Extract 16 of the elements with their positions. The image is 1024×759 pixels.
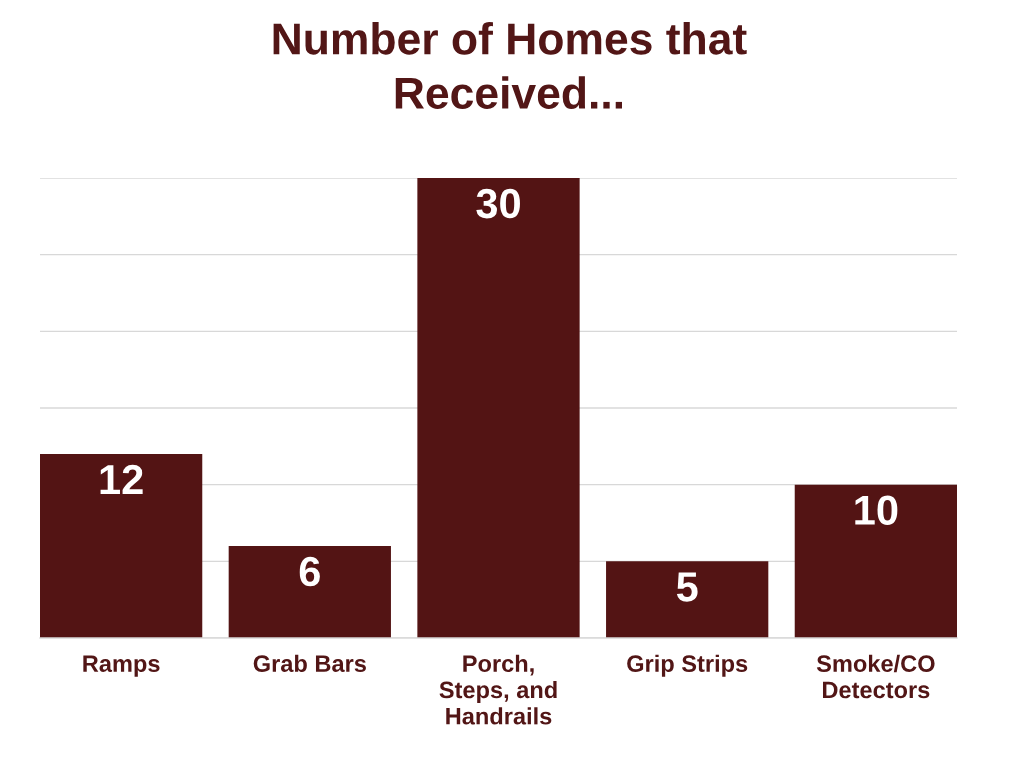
data-label: 6 [299,556,320,587]
bar [606,561,769,638]
x-tick-label: Smoke/CO Detectors [816,654,935,699]
x-tick-label: Ramps [83,655,160,677]
data-label: 12 [100,464,143,494]
bar [417,178,580,638]
x-tick-label: Grab Bars [253,654,366,673]
x-tick-label: Porch, Steps, and Handrails [439,654,557,725]
data-label: 30 [476,188,520,219]
data-label: 10 [855,495,898,525]
bar [794,484,957,638]
bar [228,546,391,638]
bar [40,454,203,638]
x-tick-label: Grip Strips [627,654,748,677]
data-label: 5 [676,572,698,602]
chart-title: Number of Homes that Received... [273,22,747,109]
